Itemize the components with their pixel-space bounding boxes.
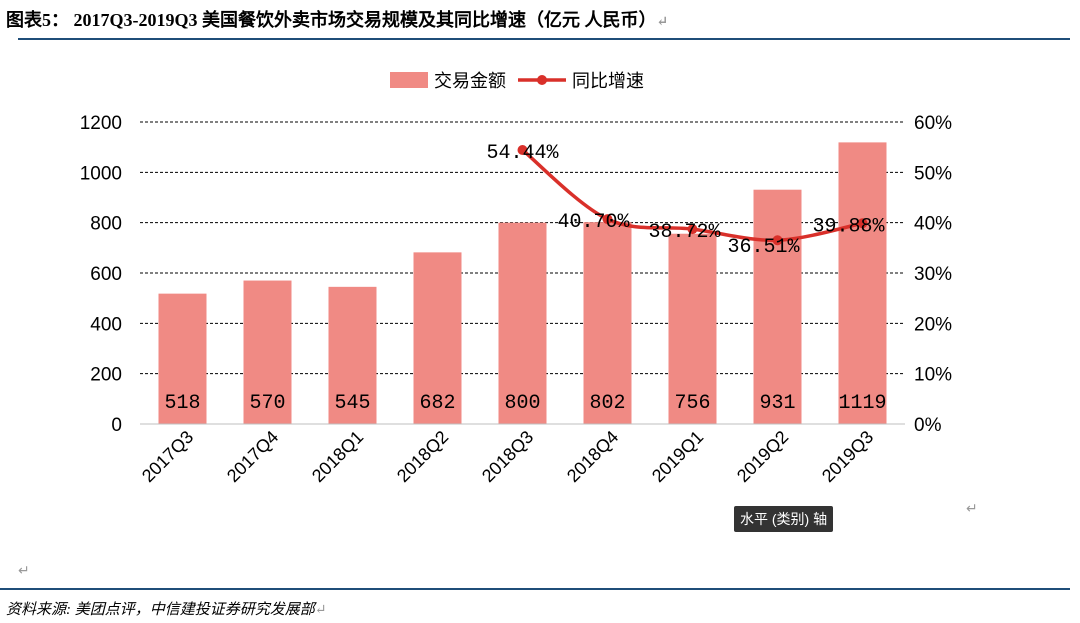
legend-swatch-marker bbox=[537, 75, 547, 85]
y-left-tick-label: 400 bbox=[90, 314, 122, 335]
source-note: 资料来源: 美团点评，中信建投证券研究发展部↵ bbox=[6, 602, 327, 618]
legend-label: 同比增速 bbox=[572, 71, 644, 91]
bar-value-label: 545 bbox=[334, 392, 370, 415]
x-tick-label: 2018Q3 bbox=[478, 427, 537, 486]
bar bbox=[498, 222, 547, 424]
growth-value-label: 36.51% bbox=[727, 236, 800, 259]
y-left-tick-label: 800 bbox=[90, 214, 122, 235]
growth-value-label: 40.70% bbox=[557, 211, 630, 234]
growth-point bbox=[602, 214, 613, 225]
x-tick-label: 2019Q3 bbox=[818, 427, 877, 486]
x-tick-label: 2017Q4 bbox=[223, 427, 282, 486]
bar-value-label: 800 bbox=[504, 392, 540, 415]
top-rule bbox=[18, 38, 1070, 40]
growth-value-label: 39.88% bbox=[812, 215, 885, 238]
paragraph-mark: ↵ bbox=[966, 500, 978, 516]
paragraph-mark: ↵ bbox=[18, 562, 30, 578]
bar-value-label: 518 bbox=[164, 392, 200, 415]
bar bbox=[838, 142, 887, 424]
bar-value-label: 570 bbox=[249, 392, 285, 415]
axis-tooltip: 水平 (类别) 轴 bbox=[734, 506, 834, 532]
legend: 交易金额 同比增速 bbox=[390, 71, 644, 91]
bar bbox=[753, 189, 802, 424]
x-tick-label: 2019Q1 bbox=[648, 427, 707, 486]
x-tick-label: 2017Q3 bbox=[138, 427, 197, 486]
y-right-tick-label: 0% bbox=[914, 415, 942, 436]
bar-series bbox=[158, 142, 887, 424]
y-left-tick-label: 0 bbox=[111, 415, 122, 436]
y-left-tick-label: 1000 bbox=[80, 163, 122, 184]
bar-value-label: 756 bbox=[674, 392, 710, 415]
y-right-tick-label: 30% bbox=[914, 264, 952, 285]
legend-label: 交易金额 bbox=[434, 71, 506, 91]
bar bbox=[668, 233, 717, 424]
bar-value-label: 802 bbox=[589, 392, 625, 415]
growth-value-label: 54.44% bbox=[486, 142, 559, 165]
y-right-tick-label: 40% bbox=[914, 214, 952, 235]
y-left-tick-label: 600 bbox=[90, 264, 122, 285]
bar bbox=[583, 222, 632, 424]
y-left-tick-label: 1200 bbox=[80, 113, 122, 134]
line-series bbox=[517, 144, 868, 246]
x-tick-label: 2018Q4 bbox=[563, 427, 622, 486]
bar bbox=[328, 286, 377, 424]
growth-point bbox=[517, 144, 528, 155]
growth-point bbox=[857, 218, 868, 229]
data-labels: 518 570 545 682 800 802 756 931 1119 54.44% 40.70%… bbox=[164, 142, 886, 415]
bar-value-label: 682 bbox=[419, 392, 455, 415]
bar-value-label: 1119 bbox=[838, 392, 886, 415]
bar bbox=[243, 280, 292, 424]
y-right-tick-label: 60% bbox=[914, 113, 952, 134]
y-right-tick-label: 20% bbox=[914, 314, 952, 335]
growth-point bbox=[772, 235, 783, 246]
y-right-tick-label: 50% bbox=[914, 163, 952, 184]
bar bbox=[158, 293, 207, 424]
x-tick-label: 2019Q2 bbox=[733, 427, 792, 486]
growth-value-label: 38.72% bbox=[648, 221, 721, 244]
bar-value-label: 931 bbox=[759, 392, 795, 415]
legend-swatch-bar bbox=[390, 72, 428, 88]
bar bbox=[413, 252, 462, 424]
x-tick-label: 2018Q2 bbox=[393, 427, 452, 486]
bottom-rule bbox=[0, 588, 1070, 590]
y-left-tick-label: 200 bbox=[90, 365, 122, 386]
y-right-tick-label: 10% bbox=[914, 365, 952, 386]
figure-title: 图表5： 2017Q3-2019Q3 美国餐饮外卖市场交易规模及其同比增速（亿元… bbox=[6, 10, 669, 30]
chart: 0 200 400 600 800 1000 1200 0% 10% 20% 30% 40% 50% 60… bbox=[80, 71, 952, 486]
growth-point bbox=[687, 224, 698, 235]
x-tick-label: 2018Q1 bbox=[308, 427, 367, 486]
